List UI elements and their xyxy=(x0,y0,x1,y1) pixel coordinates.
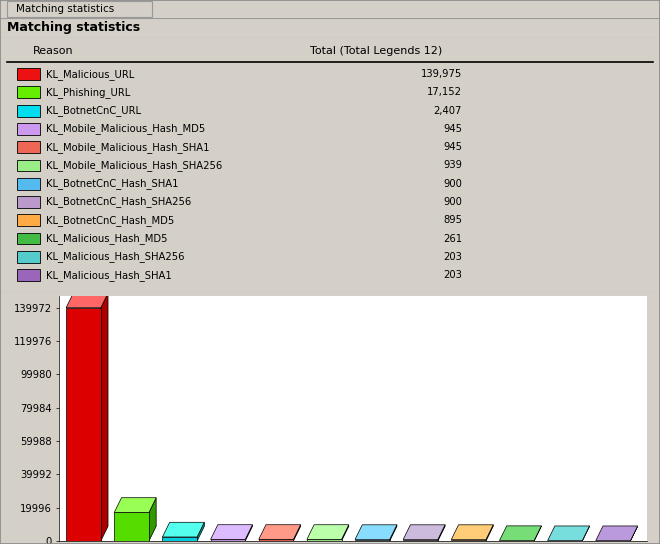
Polygon shape xyxy=(355,525,397,540)
Bar xyxy=(16,141,40,153)
Text: KL_BotnetCnC_Hash_SHA1: KL_BotnetCnC_Hash_SHA1 xyxy=(46,178,179,189)
Bar xyxy=(16,269,40,281)
Bar xyxy=(16,68,40,80)
Bar xyxy=(451,540,486,541)
Text: 17,152: 17,152 xyxy=(427,88,462,97)
Polygon shape xyxy=(500,526,541,541)
Bar xyxy=(211,540,246,541)
Text: 945: 945 xyxy=(443,142,462,152)
Polygon shape xyxy=(486,525,493,541)
Polygon shape xyxy=(534,526,541,541)
Text: 939: 939 xyxy=(443,160,462,170)
Bar xyxy=(16,104,40,116)
Bar xyxy=(16,178,40,190)
Bar xyxy=(16,123,40,135)
Bar xyxy=(355,540,389,541)
Text: 139,975: 139,975 xyxy=(421,69,462,79)
Text: KL_Mobile_Malicious_Hash_SHA256: KL_Mobile_Malicious_Hash_SHA256 xyxy=(46,160,222,171)
Polygon shape xyxy=(294,525,300,541)
Bar xyxy=(162,537,197,541)
Polygon shape xyxy=(389,525,397,541)
Text: Matching statistics: Matching statistics xyxy=(7,22,140,34)
Text: 900: 900 xyxy=(443,197,462,207)
Text: 261: 261 xyxy=(443,233,462,244)
Text: KL_Mobile_Malicious_Hash_SHA1: KL_Mobile_Malicious_Hash_SHA1 xyxy=(46,142,210,153)
Text: KL_Malicious_Hash_SHA1: KL_Malicious_Hash_SHA1 xyxy=(46,270,172,281)
Text: 900: 900 xyxy=(443,179,462,189)
Text: 203: 203 xyxy=(443,270,462,280)
Bar xyxy=(403,540,438,541)
Text: Reason: Reason xyxy=(33,46,74,55)
Polygon shape xyxy=(307,525,348,540)
FancyBboxPatch shape xyxy=(7,1,152,17)
Text: 895: 895 xyxy=(443,215,462,225)
Polygon shape xyxy=(341,525,348,541)
Bar xyxy=(16,159,40,171)
Polygon shape xyxy=(246,525,253,541)
Bar xyxy=(114,512,149,541)
Bar xyxy=(16,251,40,263)
Bar xyxy=(66,308,101,541)
Bar xyxy=(16,196,40,208)
Polygon shape xyxy=(162,522,205,537)
Polygon shape xyxy=(114,498,156,512)
Bar xyxy=(259,540,294,541)
Polygon shape xyxy=(66,293,108,308)
Bar xyxy=(307,540,341,541)
Bar xyxy=(16,214,40,226)
Polygon shape xyxy=(403,525,445,540)
Polygon shape xyxy=(197,522,205,541)
Text: Total (Total Legends 12): Total (Total Legends 12) xyxy=(310,46,442,55)
Polygon shape xyxy=(451,525,493,540)
Bar xyxy=(16,233,40,244)
Text: KL_BotnetCnC_URL: KL_BotnetCnC_URL xyxy=(46,105,141,116)
Text: 2,407: 2,407 xyxy=(434,106,462,116)
Polygon shape xyxy=(211,525,253,540)
Polygon shape xyxy=(582,526,589,541)
Text: KL_Mobile_Malicious_Hash_MD5: KL_Mobile_Malicious_Hash_MD5 xyxy=(46,123,205,134)
Text: 203: 203 xyxy=(443,252,462,262)
Polygon shape xyxy=(596,526,638,541)
Text: KL_BotnetCnC_Hash_SHA256: KL_BotnetCnC_Hash_SHA256 xyxy=(46,196,191,207)
Polygon shape xyxy=(548,526,589,541)
Polygon shape xyxy=(438,525,445,541)
Text: 945: 945 xyxy=(443,124,462,134)
Text: KL_Phishing_URL: KL_Phishing_URL xyxy=(46,87,131,98)
Text: KL_Malicious_Hash_MD5: KL_Malicious_Hash_MD5 xyxy=(46,233,168,244)
Polygon shape xyxy=(259,525,300,540)
Text: KL_BotnetCnC_Hash_MD5: KL_BotnetCnC_Hash_MD5 xyxy=(46,215,174,226)
Polygon shape xyxy=(149,498,156,541)
Text: KL_Malicious_Hash_SHA256: KL_Malicious_Hash_SHA256 xyxy=(46,251,185,262)
Polygon shape xyxy=(630,526,638,541)
Polygon shape xyxy=(101,293,108,541)
Text: KL_Malicious_URL: KL_Malicious_URL xyxy=(46,69,135,79)
Bar xyxy=(16,86,40,98)
Text: Matching statistics: Matching statistics xyxy=(16,4,115,14)
